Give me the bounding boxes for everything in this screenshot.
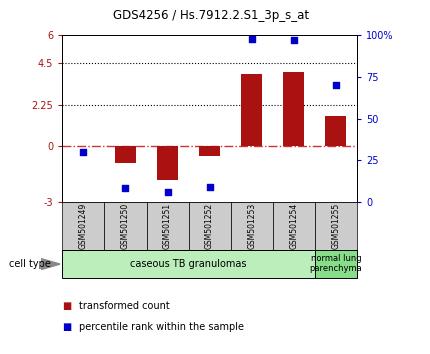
Point — [206, 184, 213, 190]
Text: GSM501250: GSM501250 — [121, 202, 130, 249]
Point — [80, 149, 87, 155]
Bar — [199, 146, 220, 155]
Text: GSM501251: GSM501251 — [163, 202, 172, 249]
Text: GSM501252: GSM501252 — [205, 202, 214, 249]
Bar — [326, 116, 347, 146]
Bar — [189, 202, 230, 250]
Text: GSM501253: GSM501253 — [247, 202, 256, 249]
Polygon shape — [41, 258, 60, 270]
Bar — [283, 72, 304, 146]
Point — [164, 189, 171, 195]
Text: GSM501254: GSM501254 — [289, 202, 298, 249]
Bar — [273, 202, 315, 250]
Point — [332, 82, 339, 88]
Bar — [62, 250, 315, 278]
Text: GDS4256 / Hs.7912.2.S1_3p_s_at: GDS4256 / Hs.7912.2.S1_3p_s_at — [113, 9, 309, 22]
Text: ■: ■ — [62, 301, 72, 311]
Text: transformed count: transformed count — [79, 301, 169, 311]
Text: normal lung
parenchyma: normal lung parenchyma — [310, 254, 362, 273]
Bar — [104, 202, 147, 250]
Point — [290, 38, 297, 43]
Text: cell type: cell type — [9, 259, 50, 269]
Text: GSM501255: GSM501255 — [332, 202, 341, 249]
Text: caseous TB granulomas: caseous TB granulomas — [130, 259, 247, 269]
Bar — [115, 146, 136, 163]
Bar — [315, 202, 357, 250]
Point — [248, 36, 255, 41]
Bar — [62, 202, 104, 250]
Bar — [241, 74, 262, 146]
Text: GSM501249: GSM501249 — [79, 202, 88, 249]
Bar — [147, 202, 189, 250]
Text: ■: ■ — [62, 322, 72, 332]
Text: percentile rank within the sample: percentile rank within the sample — [79, 322, 244, 332]
Bar — [315, 250, 357, 278]
Bar — [230, 202, 273, 250]
Bar — [157, 146, 178, 179]
Point — [122, 185, 129, 191]
